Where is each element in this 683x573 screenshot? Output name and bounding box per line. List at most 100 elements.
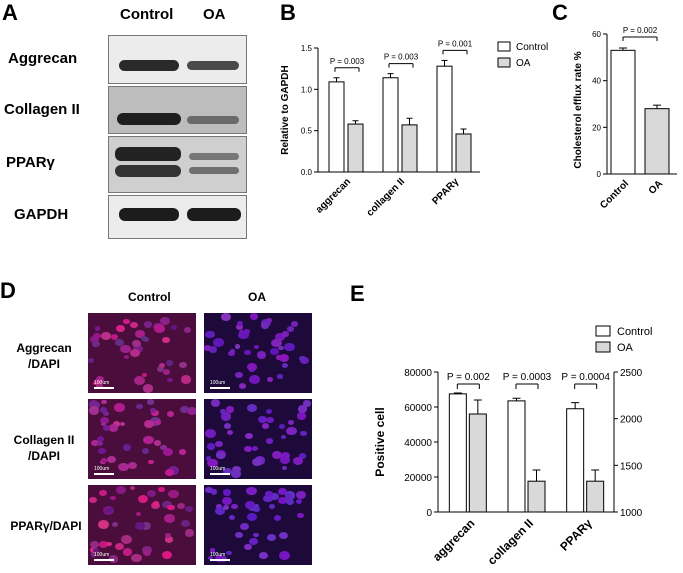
cell-nucleus [89, 540, 100, 549]
bar-control [448, 393, 467, 513]
cell-nucleus [133, 375, 145, 385]
cell-nucleus [167, 504, 175, 511]
cell-nucleus [246, 403, 258, 413]
cell-nucleus [302, 400, 311, 407]
y-tick-label: 20 [592, 123, 601, 132]
cell-nucleus [179, 405, 189, 414]
blot-band [189, 167, 239, 174]
blot-band [187, 116, 239, 124]
chart-e: 0 20000 40000 60000 80000 1000 1500 2000 2500 Pos… [373, 325, 652, 568]
blot-strip-gapdh [108, 195, 247, 239]
if-row-label-line1: Aggrecan [16, 341, 72, 355]
cell-nucleus [101, 332, 111, 341]
cell-nucleus [163, 369, 171, 376]
scale-bar [210, 387, 230, 389]
cell-nucleus [228, 515, 235, 521]
bar-oa [644, 108, 670, 175]
cell-nucleus [247, 512, 258, 522]
scale-label: 100um [210, 466, 226, 472]
cell-nucleus [299, 453, 306, 459]
legend-swatch [595, 325, 611, 337]
cell-nucleus [210, 489, 218, 495]
legend-swatch [497, 41, 511, 52]
legend-label: Control [617, 326, 652, 338]
cell-nucleus [214, 554, 224, 562]
cell-nucleus [158, 363, 165, 368]
cell-nucleus [238, 330, 249, 340]
x-tick-label: aggrecan [430, 516, 478, 564]
cell-nucleus [228, 350, 236, 357]
chart-c: 0 20 40 60 Cholesterol efflux rate % Control O… [573, 26, 677, 211]
cell-nucleus [252, 532, 259, 538]
cell-nucleus [140, 335, 147, 341]
cell-nucleus [166, 360, 173, 366]
x-tick-label: PPARγ [557, 516, 595, 554]
cell-nucleus [284, 342, 295, 352]
cell-nucleus [118, 462, 130, 472]
cell-nucleus [107, 455, 117, 463]
cell-nucleus [136, 403, 143, 409]
cell-nucleus [110, 496, 116, 501]
y-tick-label: 20000 [404, 473, 432, 484]
cell-nucleus [133, 344, 144, 353]
cell-nucleus [297, 405, 307, 413]
bar-oa [527, 480, 546, 513]
y-tick-label-right: 1000 [620, 508, 643, 519]
pvalue-label: P = 0.0004 [561, 372, 610, 383]
if-image-oa: 100um [204, 399, 312, 479]
cell-nucleus [167, 411, 175, 418]
cell-nucleus [244, 432, 253, 440]
cell-nucleus [142, 549, 152, 556]
cell-nucleus [280, 434, 286, 439]
scale-label: 100um [94, 552, 110, 558]
cell-nucleus [164, 532, 171, 538]
blot-label-gapdh: GAPDH [14, 206, 69, 223]
cell-nucleus [89, 400, 101, 410]
y-tick-label: 0 [597, 170, 602, 179]
cell-nucleus [276, 374, 283, 379]
cell-nucleus [226, 550, 232, 555]
if-image-control: 100um [88, 485, 196, 565]
cell-nucleus [246, 363, 257, 372]
if-row-label-line2: /DAPI [27, 449, 60, 463]
pvalue-label: P = 0.002 [447, 372, 490, 383]
cell-nucleus [157, 486, 165, 493]
if-row-label-line2: /DAPI [27, 357, 60, 371]
cell-nucleus [97, 441, 104, 447]
x-tick-label: aggrecan [314, 176, 353, 215]
cell-nucleus [106, 541, 112, 547]
scale-bar [210, 473, 230, 475]
pvalue-label: P = 0.003 [384, 53, 419, 62]
cell-nucleus [231, 503, 238, 509]
cell-nucleus [220, 412, 232, 421]
cell-nucleus [223, 505, 230, 510]
bar-oa [347, 123, 364, 173]
cell-nucleus [290, 320, 299, 327]
cell-nucleus [180, 374, 192, 384]
if-image-control: 100um [88, 313, 196, 393]
cell-nucleus [162, 500, 172, 509]
cell-nucleus [98, 519, 110, 529]
cell-nucleus [94, 326, 101, 331]
pvalue-label: P = 0.002 [623, 26, 658, 35]
cell-nucleus [90, 336, 99, 343]
cell-nucleus [171, 325, 178, 331]
bar-oa [401, 124, 418, 173]
legend-label: OA [516, 58, 531, 69]
bar-control [328, 81, 345, 173]
cell-nucleus [100, 407, 108, 413]
cell-nucleus [144, 420, 155, 429]
cell-nucleus [300, 356, 310, 365]
cell-nucleus [88, 405, 100, 415]
scale-label: 100um [94, 380, 110, 386]
panel-e-letter: E [350, 281, 365, 306]
cell-nucleus [287, 325, 295, 332]
cell-nucleus [135, 329, 146, 339]
cell-nucleus [265, 317, 273, 324]
scale-bar [94, 387, 114, 389]
cell-nucleus [263, 494, 273, 503]
cell-nucleus [101, 457, 108, 463]
cell-nucleus [93, 333, 102, 340]
cell-nucleus [285, 498, 294, 506]
cell-nucleus [248, 537, 258, 545]
